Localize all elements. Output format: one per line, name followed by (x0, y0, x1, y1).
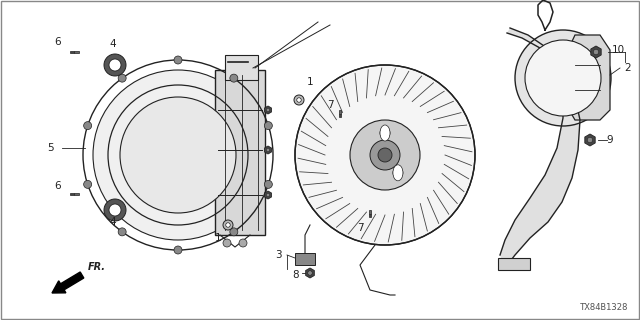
Circle shape (230, 228, 238, 236)
Text: TX84B1328: TX84B1328 (580, 303, 628, 312)
Polygon shape (500, 28, 580, 268)
Polygon shape (369, 210, 371, 214)
Circle shape (104, 199, 126, 221)
Text: 6: 6 (54, 37, 61, 47)
Text: 4: 4 (109, 39, 116, 49)
Polygon shape (568, 35, 610, 120)
Circle shape (378, 148, 392, 162)
Circle shape (294, 95, 304, 105)
Circle shape (266, 148, 270, 152)
Circle shape (588, 137, 593, 143)
Text: 9: 9 (607, 135, 613, 145)
Circle shape (230, 74, 238, 82)
Text: 7: 7 (326, 100, 333, 110)
Bar (295, 253, 315, 265)
Circle shape (370, 140, 400, 170)
Circle shape (308, 271, 312, 275)
Polygon shape (215, 70, 265, 235)
Circle shape (93, 70, 263, 240)
Circle shape (104, 54, 126, 76)
Circle shape (266, 193, 270, 197)
Polygon shape (591, 46, 601, 58)
Circle shape (515, 30, 611, 126)
Polygon shape (74, 193, 79, 195)
Text: FR.: FR. (88, 262, 106, 272)
Polygon shape (225, 55, 258, 80)
Circle shape (266, 108, 270, 112)
Polygon shape (70, 193, 74, 196)
Polygon shape (339, 110, 340, 114)
Circle shape (84, 122, 92, 130)
Circle shape (264, 122, 273, 130)
Circle shape (226, 223, 230, 227)
Circle shape (109, 59, 121, 71)
Polygon shape (306, 268, 314, 278)
FancyArrow shape (52, 272, 84, 293)
Circle shape (223, 239, 231, 247)
Circle shape (120, 97, 236, 213)
Polygon shape (264, 191, 271, 199)
Text: 10: 10 (611, 45, 625, 55)
Circle shape (264, 180, 273, 188)
Text: 4: 4 (109, 217, 116, 227)
Ellipse shape (393, 165, 403, 181)
Circle shape (380, 128, 390, 138)
Polygon shape (498, 258, 530, 270)
Text: 7: 7 (356, 223, 364, 233)
Circle shape (297, 98, 301, 102)
Circle shape (118, 74, 126, 82)
Polygon shape (264, 106, 271, 114)
Text: 3: 3 (275, 250, 282, 260)
Text: 2: 2 (625, 63, 631, 73)
Text: 1: 1 (307, 77, 314, 87)
Circle shape (295, 65, 475, 245)
Text: 8: 8 (292, 270, 300, 280)
Polygon shape (369, 213, 371, 217)
Circle shape (174, 246, 182, 254)
Ellipse shape (380, 125, 390, 141)
Polygon shape (74, 51, 79, 53)
Circle shape (593, 49, 598, 55)
Text: 1: 1 (214, 233, 221, 243)
Circle shape (118, 228, 126, 236)
Circle shape (393, 168, 403, 178)
Circle shape (174, 56, 182, 64)
Circle shape (109, 204, 121, 216)
Circle shape (239, 239, 247, 247)
Polygon shape (339, 114, 341, 116)
Polygon shape (585, 134, 595, 146)
Circle shape (525, 40, 601, 116)
Text: 6: 6 (54, 181, 61, 191)
Text: 5: 5 (47, 143, 53, 153)
Polygon shape (264, 146, 271, 154)
Circle shape (223, 220, 233, 230)
Circle shape (350, 120, 420, 190)
Polygon shape (70, 51, 74, 53)
Circle shape (84, 180, 92, 188)
